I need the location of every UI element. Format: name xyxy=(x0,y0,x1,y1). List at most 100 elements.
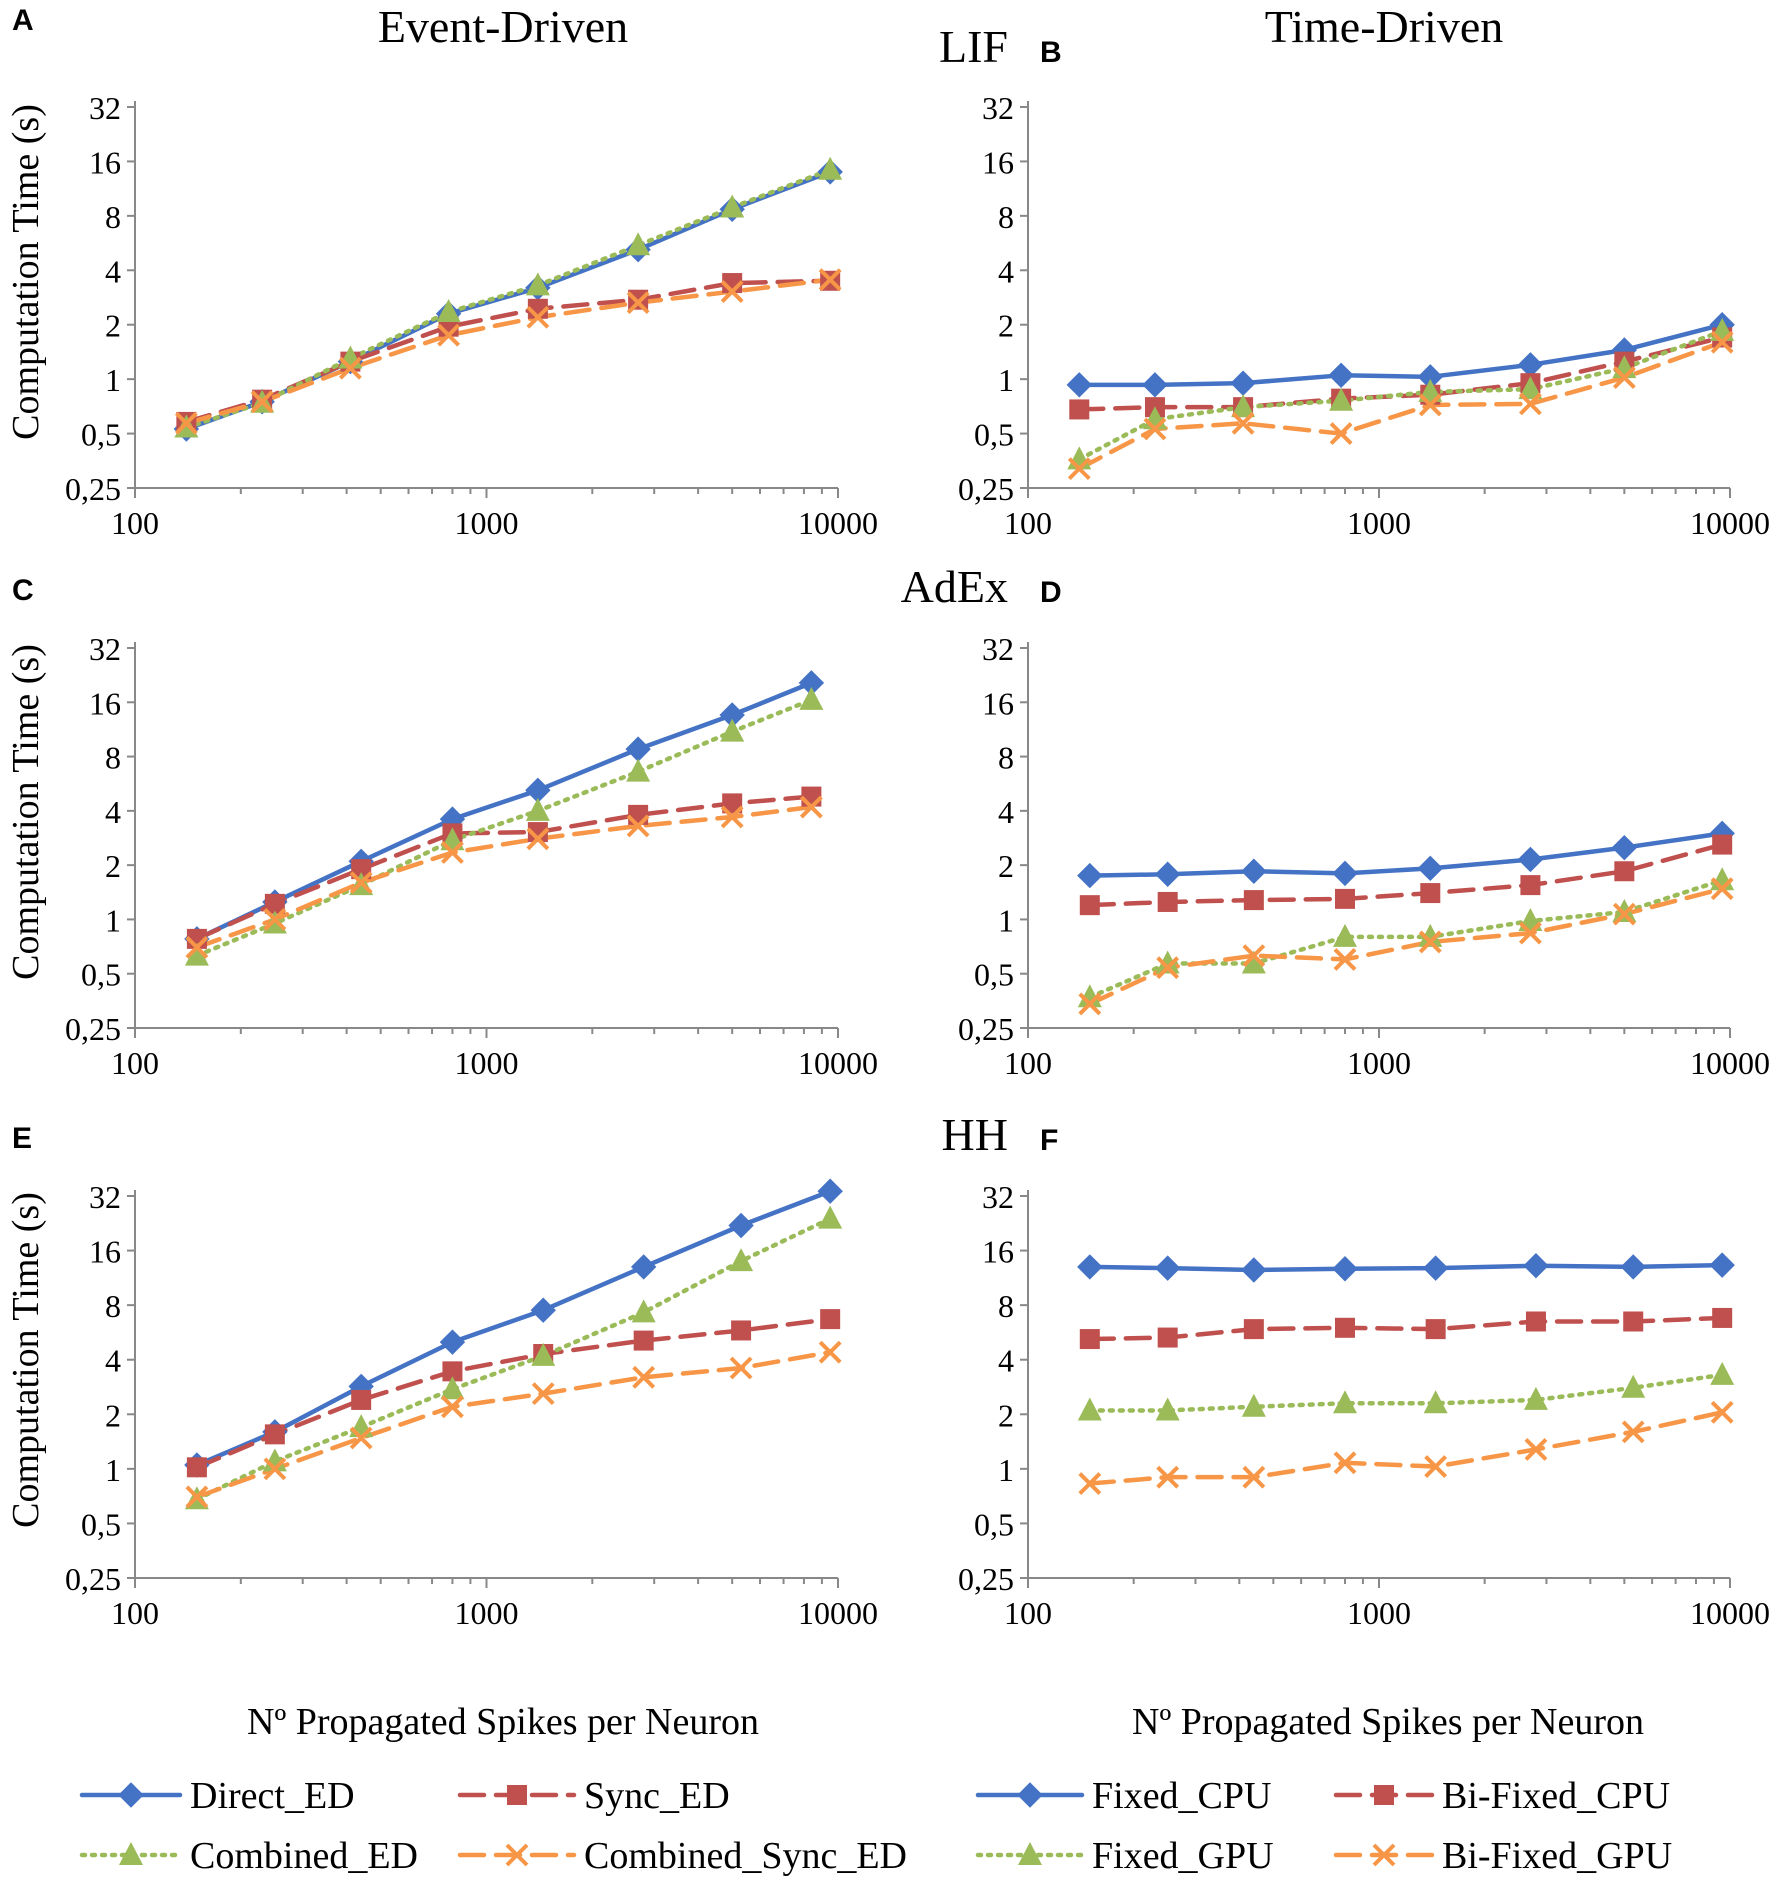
legend-marker-combined-sync-ed xyxy=(505,1843,529,1867)
data-point-combined-sync-ed-c xyxy=(526,827,550,851)
series-line-bi-fixed-cpu-b xyxy=(1077,335,1725,412)
data-point-combined-sync-ed-a xyxy=(338,356,362,380)
y-tick-label-f: 4 xyxy=(998,1343,1014,1379)
data-point-bi-fixed-gpu-b xyxy=(1231,411,1255,435)
data-point-bi-fixed-gpu-d xyxy=(1518,921,1542,945)
y-tick-label-a: 2 xyxy=(105,308,121,344)
y-tick-label-d: 4 xyxy=(998,794,1014,830)
data-point-fixed-gpu-f xyxy=(1077,1397,1102,1421)
series-line-sync-ed-e xyxy=(194,1316,833,1470)
data-point-fixed-gpu-f xyxy=(1621,1374,1646,1398)
y-tick-label-f: 8 xyxy=(998,1288,1014,1324)
data-point-combined-ed-a xyxy=(436,299,461,323)
data-point-bi-fixed-gpu-d xyxy=(1418,930,1442,954)
data-point-fixed-cpu-d xyxy=(1417,855,1443,882)
data-point-fixed-gpu-d xyxy=(1612,898,1637,922)
y-tick-label-d: 32 xyxy=(982,631,1014,667)
series-line-direct-ed-c xyxy=(194,680,814,942)
y-tick-label-c: 2 xyxy=(105,848,121,884)
data-point-combined-sync-ed-c xyxy=(720,805,744,829)
series-line-combined-ed-a xyxy=(184,167,833,430)
legend-label-fixed-gpu: Fixed_GPU xyxy=(1092,1835,1274,1877)
y-tick-label-a: 8 xyxy=(105,199,121,235)
row-title-hh: HH xyxy=(942,1109,1008,1160)
x-tick-label-b: 1000 xyxy=(1347,505,1411,541)
series-line-combined-ed-e xyxy=(194,1216,833,1502)
y-tick-label-e: 0,25 xyxy=(65,1561,121,1597)
y-tick-label-f: 2 xyxy=(998,1397,1014,1433)
legend: Direct_ED Sync_ED Combined_ED Combined_Sync… xyxy=(79,1775,1672,1877)
data-point-bi-fixed-gpu-f xyxy=(1333,1451,1357,1475)
y-axis-label-c: Computation Time (s) xyxy=(5,644,47,980)
data-point-bi-fixed-cpu-d xyxy=(1520,875,1541,896)
data-point-bi-fixed-cpu-f xyxy=(1623,1311,1644,1332)
y-tick-label-f: 0,5 xyxy=(974,1506,1014,1542)
data-point-combined-sync-ed-a xyxy=(818,268,842,292)
x-tick-label-c: 10000 xyxy=(798,1045,878,1081)
data-point-fixed-cpu-f xyxy=(1332,1256,1358,1282)
legend-label-sync-ed: Sync_ED xyxy=(584,1775,730,1817)
data-point-combined-ed-c xyxy=(799,686,824,710)
data-point-combined-sync-ed-c xyxy=(185,935,209,959)
data-point-bi-fixed-cpu-f xyxy=(1157,1327,1178,1348)
y-tick-label-c: 32 xyxy=(89,631,121,667)
series-line-fixed-cpu-f xyxy=(1087,1262,1725,1273)
data-point-bi-fixed-gpu-b xyxy=(1710,330,1734,354)
legend-item-fixed-cpu: Fixed_CPU xyxy=(975,1775,1271,1817)
data-point-fixed-gpu-d xyxy=(1418,923,1443,947)
legend-marker-fixed-cpu xyxy=(1017,1782,1043,1808)
data-point-bi-fixed-gpu-b xyxy=(1418,393,1442,417)
legend-item-sync-ed: Sync_ED xyxy=(457,1775,730,1817)
data-point-combined-sync-ed-a xyxy=(174,411,198,435)
data-point-fixed-gpu-f xyxy=(1241,1393,1266,1417)
legend-item-combined-ed: Combined_ED xyxy=(79,1835,418,1877)
y-tick-label-e: 16 xyxy=(89,1234,121,1270)
data-point-fixed-cpu-f xyxy=(1709,1252,1735,1278)
y-tick-label-e: 8 xyxy=(105,1288,121,1324)
data-point-bi-fixed-gpu-d xyxy=(1710,877,1734,901)
x-tick-label-a: 1000 xyxy=(455,505,519,541)
y-tick-label-a: 1 xyxy=(105,362,121,398)
data-point-bi-fixed-cpu-d xyxy=(1614,861,1635,882)
y-tick-label-b: 32 xyxy=(982,90,1014,126)
data-point-sync-ed-e xyxy=(820,1309,841,1330)
y-tick-label-c: 4 xyxy=(105,794,121,830)
legend-label-combined-ed: Combined_ED xyxy=(190,1835,418,1877)
y-tick-label-c: 0,25 xyxy=(65,1011,121,1047)
y-tick-label-d: 16 xyxy=(982,685,1014,721)
data-point-bi-fixed-gpu-d xyxy=(1078,992,1102,1016)
data-point-combined-sync-ed-c xyxy=(349,871,373,895)
y-tick-label-f: 0,25 xyxy=(958,1561,1014,1597)
y-tick-label-d: 8 xyxy=(998,740,1014,776)
series-line-bi-fixed-cpu-f xyxy=(1087,1315,1725,1342)
data-point-fixed-cpu-d xyxy=(1611,834,1638,861)
data-point-combined-ed-e xyxy=(818,1205,843,1229)
panel-e: E 0,25 0,5 1 2 4 8 16 32 100 1000 10000 xyxy=(12,1122,878,1631)
data-point-sync-ed-e xyxy=(731,1320,752,1341)
data-point-combined-ed-e xyxy=(631,1299,656,1323)
x-tick-label-f: 10000 xyxy=(1690,1595,1770,1631)
data-point-fixed-cpu-b xyxy=(1066,372,1092,398)
panel-f: F 0,25 0,5 1 2 4 8 16 32 100 1000 10000 xyxy=(958,1124,1770,1631)
data-point-fixed-cpu-b xyxy=(1328,362,1354,389)
data-point-bi-fixed-cpu-d xyxy=(1157,891,1178,912)
data-point-bi-fixed-cpu-d xyxy=(1712,834,1733,855)
legend-item-fixed-gpu: Fixed_GPU xyxy=(975,1835,1274,1877)
data-point-sync-ed-c xyxy=(264,893,285,914)
data-point-combined-ed-e xyxy=(729,1248,754,1272)
x-tick-label-f: 100 xyxy=(1004,1595,1052,1631)
legend-item-bi-fixed-cpu: Bi-Fixed_CPU xyxy=(1333,1775,1670,1817)
y-tick-label-e: 2 xyxy=(105,1397,121,1433)
data-point-combined-sync-ed-e xyxy=(632,1365,656,1389)
x-tick-label-d: 10000 xyxy=(1690,1045,1770,1081)
x-tick-label-e: 1000 xyxy=(455,1595,519,1631)
x-tick-label-e: 10000 xyxy=(798,1595,878,1631)
data-point-fixed-cpu-f xyxy=(1523,1253,1549,1279)
y-tick-label-d: 0,5 xyxy=(974,957,1014,993)
data-point-bi-fixed-gpu-d xyxy=(1156,956,1180,980)
legend-marker-bi-fixed-gpu xyxy=(1372,1843,1396,1867)
y-tick-label-c: 8 xyxy=(105,740,121,776)
panel-label-f: F xyxy=(1040,1124,1058,1157)
data-point-fixed-gpu-d xyxy=(1077,984,1102,1008)
